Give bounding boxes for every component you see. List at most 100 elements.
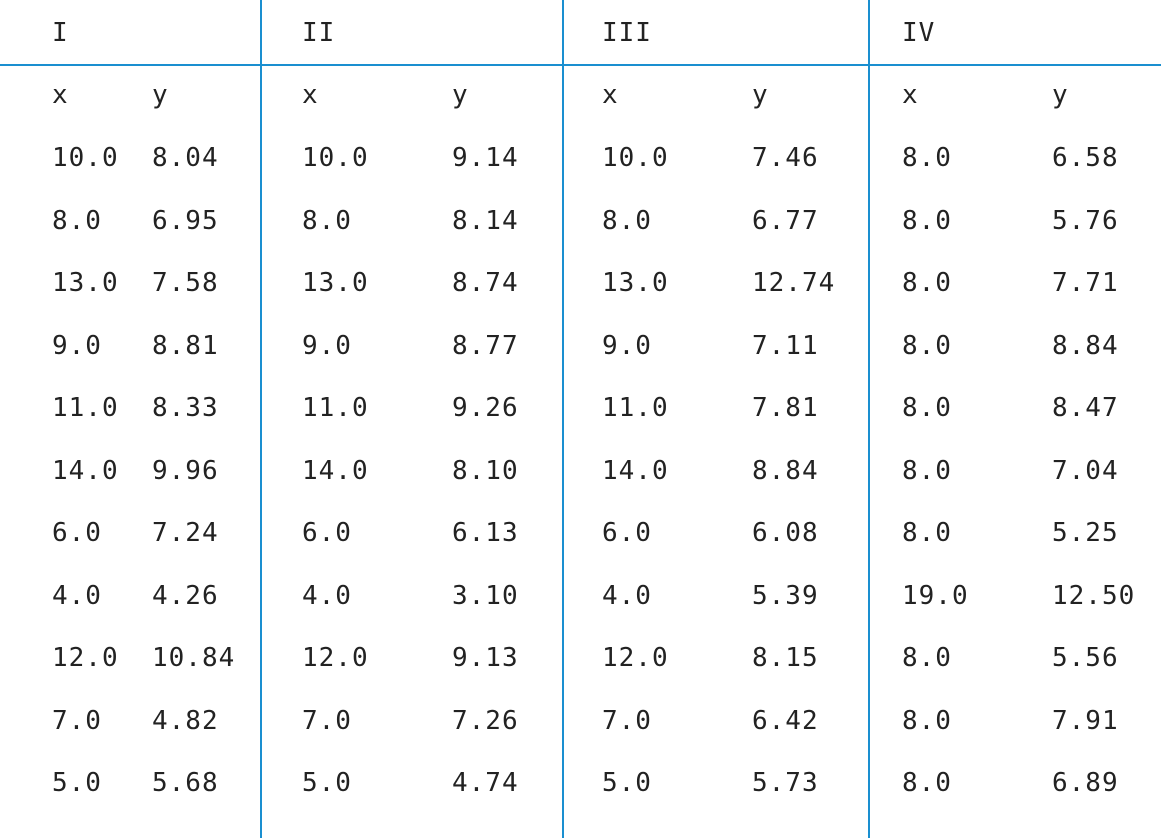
cell-x: 13.0 bbox=[602, 268, 669, 298]
cell-x: 6.0 bbox=[302, 518, 352, 548]
cell-x: 4.0 bbox=[602, 581, 652, 611]
cell-y: 7.91 bbox=[1052, 706, 1119, 736]
cell-x: 8.0 bbox=[902, 331, 952, 361]
cell-x: 8.0 bbox=[302, 206, 352, 236]
cell-y: 8.10 bbox=[452, 456, 519, 486]
cell-x: 10.0 bbox=[302, 143, 369, 173]
cell-x: 7.0 bbox=[52, 706, 102, 736]
column-header-x: x bbox=[902, 80, 919, 110]
cell-y: 6.89 bbox=[1052, 768, 1119, 798]
cell-y: 9.13 bbox=[452, 643, 519, 673]
cell-y: 7.71 bbox=[1052, 268, 1119, 298]
cell-x: 19.0 bbox=[902, 581, 969, 611]
cell-y: 5.25 bbox=[1052, 518, 1119, 548]
cell-y: 8.84 bbox=[752, 456, 819, 486]
cell-x: 7.0 bbox=[602, 706, 652, 736]
cell-x: 12.0 bbox=[302, 643, 369, 673]
cell-x: 4.0 bbox=[52, 581, 102, 611]
cell-x: 6.0 bbox=[602, 518, 652, 548]
cell-x: 9.0 bbox=[602, 331, 652, 361]
cell-y: 4.74 bbox=[452, 768, 519, 798]
cell-x: 8.0 bbox=[902, 518, 952, 548]
cell-y: 6.95 bbox=[152, 206, 219, 236]
divider-3 bbox=[868, 0, 870, 838]
cell-x: 8.0 bbox=[902, 706, 952, 736]
cell-y: 5.39 bbox=[752, 581, 819, 611]
cell-y: 7.58 bbox=[152, 268, 219, 298]
cell-y: 6.08 bbox=[752, 518, 819, 548]
cell-y: 8.77 bbox=[452, 331, 519, 361]
cell-y: 6.13 bbox=[452, 518, 519, 548]
cell-y: 7.04 bbox=[1052, 456, 1119, 486]
column-header-y: y bbox=[452, 80, 469, 110]
cell-y: 9.14 bbox=[452, 143, 519, 173]
column-header-y: y bbox=[752, 80, 769, 110]
cell-y: 7.11 bbox=[752, 331, 819, 361]
cell-x: 10.0 bbox=[602, 143, 669, 173]
cell-x: 8.0 bbox=[902, 768, 952, 798]
cell-x: 8.0 bbox=[902, 268, 952, 298]
cell-y: 8.47 bbox=[1052, 393, 1119, 423]
cell-y: 6.77 bbox=[752, 206, 819, 236]
cell-y: 3.10 bbox=[452, 581, 519, 611]
cell-y: 5.68 bbox=[152, 768, 219, 798]
cell-x: 4.0 bbox=[302, 581, 352, 611]
header-divider bbox=[0, 64, 1161, 66]
cell-y: 8.15 bbox=[752, 643, 819, 673]
cell-x: 8.0 bbox=[52, 206, 102, 236]
divider-2 bbox=[562, 0, 564, 838]
cell-x: 8.0 bbox=[902, 206, 952, 236]
cell-y: 4.26 bbox=[152, 581, 219, 611]
cell-x: 11.0 bbox=[602, 393, 669, 423]
cell-y: 8.81 bbox=[152, 331, 219, 361]
cell-x: 10.0 bbox=[52, 143, 119, 173]
cell-x: 14.0 bbox=[52, 456, 119, 486]
cell-y: 7.24 bbox=[152, 518, 219, 548]
cell-x: 11.0 bbox=[52, 393, 119, 423]
group-title: IV bbox=[902, 18, 936, 48]
cell-y: 12.74 bbox=[752, 268, 836, 298]
group-title: I bbox=[52, 18, 69, 48]
group-title: II bbox=[302, 18, 336, 48]
cell-y: 9.26 bbox=[452, 393, 519, 423]
cell-y: 12.50 bbox=[1052, 581, 1136, 611]
cell-x: 8.0 bbox=[602, 206, 652, 236]
cell-y: 7.46 bbox=[752, 143, 819, 173]
cell-y: 7.26 bbox=[452, 706, 519, 736]
cell-y: 8.84 bbox=[1052, 331, 1119, 361]
cell-y: 8.14 bbox=[452, 206, 519, 236]
group-title: III bbox=[602, 18, 652, 48]
cell-y: 10.84 bbox=[152, 643, 236, 673]
divider-1 bbox=[260, 0, 262, 838]
cell-x: 12.0 bbox=[602, 643, 669, 673]
cell-y: 5.76 bbox=[1052, 206, 1119, 236]
column-header-y: y bbox=[152, 80, 169, 110]
cell-x: 9.0 bbox=[302, 331, 352, 361]
column-header-x: x bbox=[52, 80, 69, 110]
column-header-x: x bbox=[302, 80, 319, 110]
cell-x: 11.0 bbox=[302, 393, 369, 423]
cell-x: 12.0 bbox=[52, 643, 119, 673]
cell-y: 8.04 bbox=[152, 143, 219, 173]
cell-x: 5.0 bbox=[602, 768, 652, 798]
cell-x: 6.0 bbox=[52, 518, 102, 548]
cell-y: 9.96 bbox=[152, 456, 219, 486]
cell-y: 5.56 bbox=[1052, 643, 1119, 673]
cell-x: 8.0 bbox=[902, 143, 952, 173]
column-header-y: y bbox=[1052, 80, 1069, 110]
cell-x: 8.0 bbox=[902, 643, 952, 673]
cell-y: 4.82 bbox=[152, 706, 219, 736]
cell-x: 5.0 bbox=[52, 768, 102, 798]
cell-x: 14.0 bbox=[302, 456, 369, 486]
cell-y: 8.74 bbox=[452, 268, 519, 298]
cell-x: 5.0 bbox=[302, 768, 352, 798]
cell-x: 8.0 bbox=[902, 393, 952, 423]
cell-x: 13.0 bbox=[52, 268, 119, 298]
cell-y: 5.73 bbox=[752, 768, 819, 798]
cell-y: 6.42 bbox=[752, 706, 819, 736]
cell-y: 7.81 bbox=[752, 393, 819, 423]
cell-x: 7.0 bbox=[302, 706, 352, 736]
cell-x: 13.0 bbox=[302, 268, 369, 298]
cell-y: 8.33 bbox=[152, 393, 219, 423]
